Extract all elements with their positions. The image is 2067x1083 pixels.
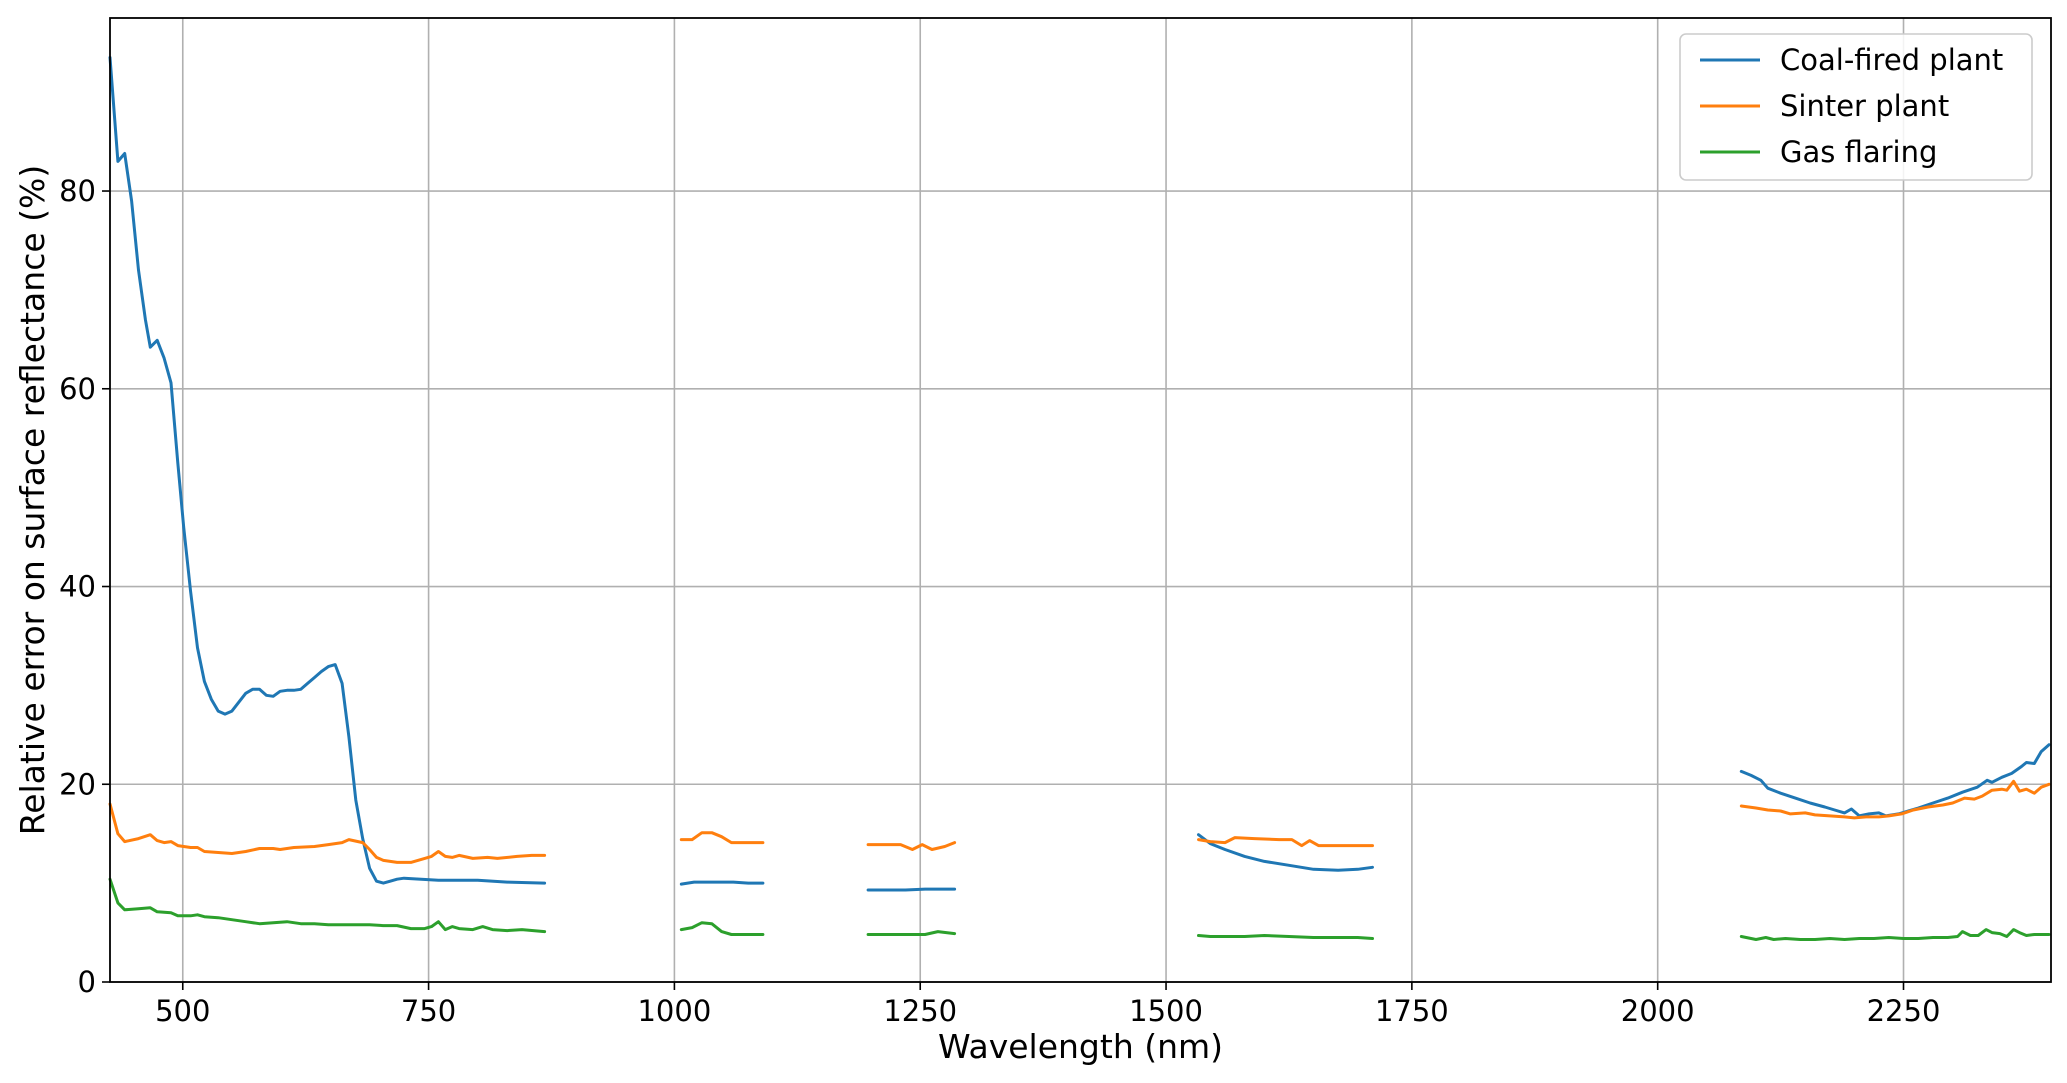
series-sinter-plant [108, 779, 2051, 864]
series-line-segment [108, 877, 547, 934]
series-line-segment [108, 56, 547, 885]
series-line-segment [679, 921, 765, 936]
legend-box [1679, 33, 2033, 181]
legend-label-sinter-plant: Sinter plant [1780, 89, 1949, 123]
y-tick-label: 0 [78, 965, 96, 999]
x-axis-label: Wavelength (nm) [938, 1027, 1223, 1066]
legend: Coal-fired plant Sinter plant Gas flaring [1679, 33, 2033, 181]
x-tick-label: 1250 [883, 994, 957, 1028]
series-line-segment [1197, 934, 1374, 940]
x-tick-label: 2000 [1621, 994, 1695, 1028]
series-line-segment [679, 831, 765, 845]
plot-frame [109, 17, 2052, 983]
series-lines [108, 56, 2051, 941]
y-axis-label: Relative error on surface reflectance (%… [13, 165, 52, 836]
series-line-segment [866, 930, 957, 936]
series-line-segment [1739, 928, 2051, 941]
series-gas-flaring [108, 877, 2051, 941]
series-line-segment [1739, 779, 2051, 820]
x-tick-label: 2250 [1867, 994, 1941, 1028]
series-line-segment [108, 802, 547, 864]
legend-items: Coal-fired plant Sinter plant Gas flaring [1700, 43, 2003, 169]
series-line-segment [1197, 833, 1374, 872]
y-tick-label: 80 [59, 174, 96, 208]
x-tick-label: 750 [401, 994, 456, 1028]
series-line-segment [1739, 743, 2051, 818]
axis-ticks: 500 750 1000 1250 1500 1750 2000 2250 0 20 40 60 80 [59, 174, 1940, 1028]
x-tick-label: 1500 [1129, 994, 1203, 1028]
y-tick-label: 40 [59, 570, 96, 604]
series-line-segment [679, 880, 765, 886]
x-tick-label: 1750 [1375, 994, 1449, 1028]
series-coal-fired-plant [108, 56, 2051, 892]
legend-label-coal-fired-plant: Coal-fired plant [1780, 43, 2003, 77]
y-tick-label: 60 [59, 372, 96, 406]
series-line-segment [866, 841, 957, 851]
x-tick-label: 500 [155, 994, 210, 1028]
series-line-segment [866, 887, 957, 892]
x-tick-label: 1000 [637, 994, 711, 1028]
legend-label-gas-flaring: Gas flaring [1780, 135, 1937, 169]
series-line-segment [1197, 836, 1374, 848]
y-tick-label: 20 [59, 767, 96, 801]
